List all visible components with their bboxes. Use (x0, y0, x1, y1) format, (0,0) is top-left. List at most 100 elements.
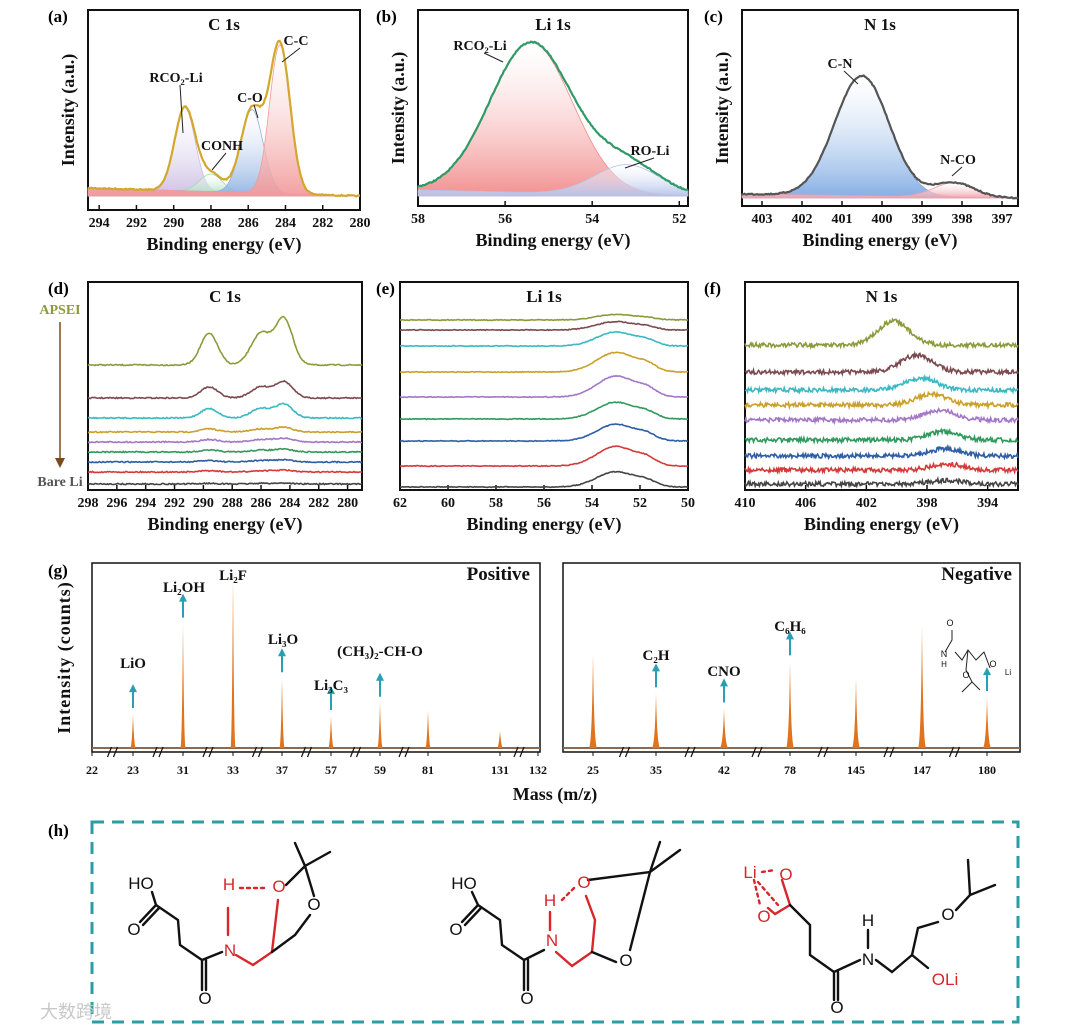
component-peak-C-N (741, 75, 1018, 199)
x-axis-label: Binding energy (eV) (147, 234, 302, 255)
panel-letter-a: (a) (48, 7, 68, 26)
x-tick-label: 394 (977, 496, 998, 511)
series-line-7 (744, 444, 1019, 461)
x-tick-label: 282 (308, 496, 329, 511)
molecule-2-bonds (460, 890, 546, 992)
peak-31 (180, 623, 186, 748)
peak-label: C-N (828, 57, 853, 72)
chart-g-negative: Negative 25 35 42 78 145 147 180 Mass (m/z) C₂H CN… (513, 562, 1021, 805)
x-tick-label: 78 (784, 763, 796, 777)
arrow-head-icon (376, 672, 384, 681)
axis-break-icon (751, 746, 763, 758)
peak-label: C-C (284, 34, 309, 49)
peak-label: Li₃O (268, 632, 298, 648)
atom-label: O (449, 920, 462, 939)
atom-label: O (520, 989, 533, 1008)
x-tick-label: 52 (633, 496, 647, 511)
peak-145 (852, 678, 860, 748)
plot-frame (87, 9, 361, 211)
arrow-head-icon (129, 684, 137, 693)
axis-break-icon (106, 746, 119, 758)
arrow-head-icon (179, 593, 187, 602)
peak-label: RO-Li (631, 144, 670, 159)
chart-d: 298 296 294 292 290 288 286 284 282 280 Binding en… (37, 281, 363, 535)
x-tick-label: 397 (992, 212, 1013, 227)
axis-break-icon (513, 746, 525, 758)
plot-frame (399, 281, 689, 491)
plot-frame (741, 9, 1019, 207)
x-tick-label: 180 (978, 763, 996, 777)
peak-label: N-CO (940, 153, 976, 168)
x-tick-label: 402 (792, 212, 813, 227)
molecule-1-ring-bonds (270, 841, 332, 954)
envelope-curve (87, 39, 361, 198)
stack-top-label: APSEI (39, 303, 80, 318)
axis-break-icon (251, 746, 264, 758)
series-line-9 (399, 470, 689, 489)
x-axis-label: Binding energy (eV) (803, 230, 958, 251)
x-tick-label: 288 (200, 216, 221, 231)
atom-label: HO (451, 874, 477, 893)
inset-molecule: O NH O O Li (941, 618, 1011, 693)
peak-label: CONH (201, 139, 243, 154)
peak-23 (130, 714, 136, 748)
series-line-2 (399, 320, 689, 332)
chart-e: 62 60 58 56 54 52 50 Binding energy (eV) Li 1s (393, 281, 695, 535)
molecule-1-red-bonds (226, 898, 280, 967)
x-tick-label: 22 (86, 763, 98, 777)
atom-label: O (989, 659, 996, 669)
x-tick-label: 410 (735, 496, 756, 511)
x-tick-label: 42 (718, 763, 730, 777)
x-tick-label: 37 (276, 763, 288, 777)
peak-label: CNO (707, 664, 740, 680)
series-line-5 (87, 437, 363, 444)
atom-label: H (941, 660, 947, 669)
chart-title: Li 1s (535, 15, 571, 34)
leader-line (211, 152, 227, 171)
x-tick-label: 401 (832, 212, 853, 227)
x-tick-label: 54 (585, 212, 599, 227)
series-line-8 (88, 468, 363, 474)
peak-label: LiO (120, 656, 146, 672)
x-tick-label: 286 (238, 216, 259, 231)
chart-title: Li 1s (526, 287, 562, 306)
chart-title: C 1s (208, 15, 240, 34)
x-tick-label: 282 (312, 216, 333, 231)
x-axis-label: Binding energy (eV) (476, 230, 631, 251)
x-tick-label: 81 (422, 763, 434, 777)
panel-letter-e: (e) (376, 279, 395, 298)
atom-label: O (127, 920, 140, 939)
molecule-2-ring-bonds (586, 840, 682, 964)
molecule-3-red-bonds (766, 878, 792, 916)
x-tick-label: 400 (872, 212, 893, 227)
axis-break-icon (618, 746, 631, 758)
atom-label: O (962, 670, 969, 680)
x-tick-label: 62 (393, 496, 407, 511)
component-peak-RO-Li (417, 164, 689, 197)
x-tick-label: 294 (89, 216, 110, 231)
x-tick-label: 290 (193, 496, 214, 511)
x-tick-label: 23 (127, 763, 139, 777)
x-tick-label: 33 (227, 763, 239, 777)
series-line-1 (87, 315, 363, 367)
panel-letter-h: (h) (48, 821, 69, 840)
chart-title: C 1s (209, 287, 241, 306)
x-tick-label: 56 (537, 496, 551, 511)
x-tick-label: 132 (529, 763, 547, 777)
panel-letter-g: (g) (48, 561, 68, 580)
peak-label: C-O (237, 91, 263, 106)
molecule-1-bonds (138, 890, 224, 992)
series-line-4 (399, 351, 689, 374)
x-tick-label: 35 (650, 763, 662, 777)
series-line-8 (400, 445, 689, 468)
panel-letter-d: (d) (48, 279, 69, 298)
peak-label: RCO₂-Li (453, 39, 506, 54)
atom-label: N (546, 931, 558, 950)
peak-147 (918, 625, 926, 748)
peak-131 (497, 731, 503, 748)
peak-label: Li₂F (219, 568, 247, 584)
x-tick-label: 54 (585, 496, 599, 511)
atom-label: O (198, 989, 211, 1008)
watermark: 大数跨境 (40, 1002, 112, 1022)
